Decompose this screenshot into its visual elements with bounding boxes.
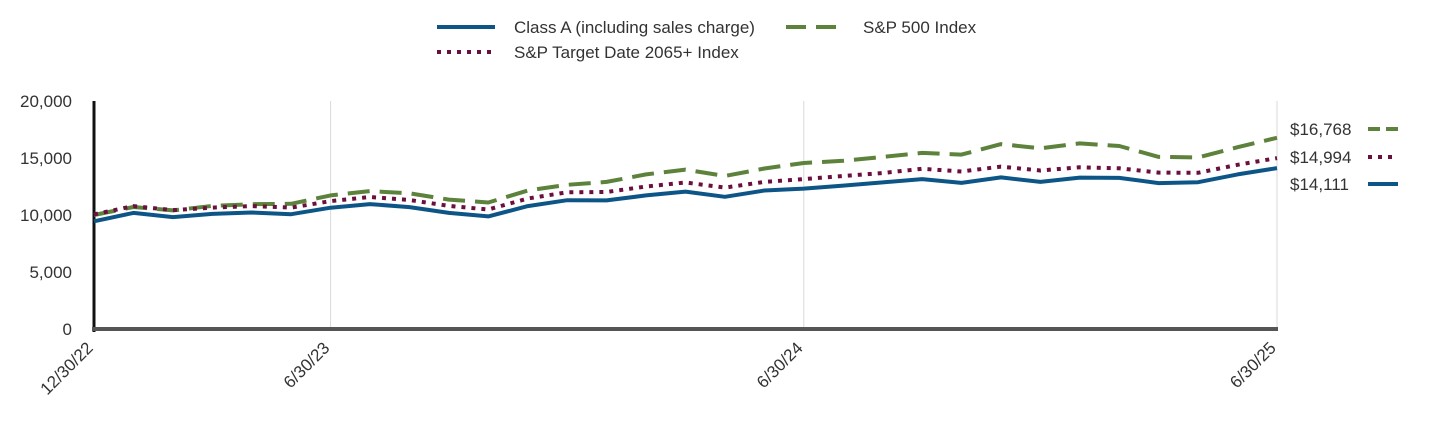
axes: 0 5,000 10,000 15,000 20,000 12/30/22 6/30/23 6… (20, 92, 1280, 399)
y-tick-label: 0 (63, 320, 72, 339)
series-line-1 (93, 135, 1278, 217)
legend-label: S&P 500 Index (863, 18, 977, 37)
end-label-value: $14,111 (1290, 175, 1349, 194)
end-label-value: $16,768 (1290, 120, 1351, 139)
x-tick-label: 6/30/25 (1226, 338, 1280, 392)
x-tick-label: 12/30/22 (37, 338, 97, 398)
series-line-2 (93, 156, 1278, 217)
x-tick-label: 6/30/23 (280, 338, 334, 392)
end-label-value: $14,994 (1290, 148, 1351, 167)
legend-label: S&P Target Date 2065+ Index (514, 43, 739, 62)
y-tick-label: 15,000 (20, 149, 72, 168)
x-tick-label: 6/30/24 (753, 338, 807, 392)
legend-label: Class A (including sales charge) (514, 18, 755, 37)
series-line-0 (93, 166, 1278, 224)
y-tick-label: 5,000 (29, 263, 72, 282)
end-labels: $14,111 $16,768 $14,994 (1290, 120, 1398, 194)
legend: Class A (including sales charge) S&P 500 … (437, 18, 977, 62)
y-tick-label: 10,000 (20, 206, 72, 225)
y-tick-label: 20,000 (20, 92, 72, 111)
series-layer (93, 135, 1278, 224)
